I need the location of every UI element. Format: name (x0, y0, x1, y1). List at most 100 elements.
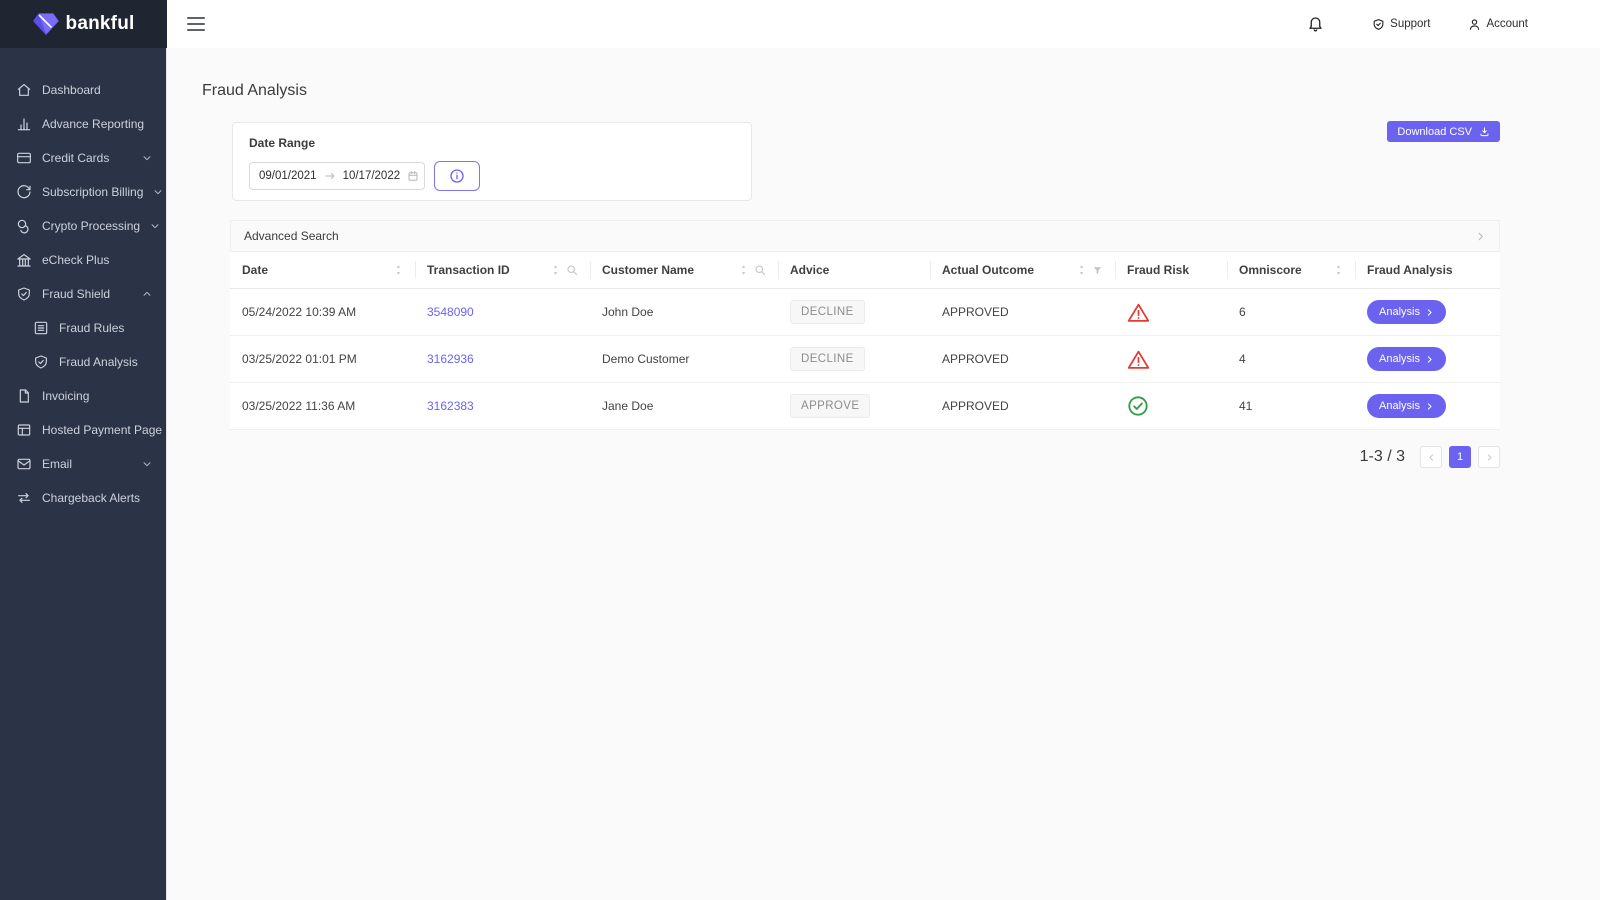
main-content: Fraud Analysis Download CSV Date Range 0… (167, 48, 1600, 900)
date-range-input[interactable]: 09/01/2021 10/17/2022 (249, 162, 425, 190)
bank-icon (16, 252, 32, 268)
sidebar-item-label: Chargeback Alerts (42, 491, 141, 505)
sidebar-item-email[interactable]: Email (0, 447, 166, 481)
warning-triangle-icon (1127, 302, 1150, 323)
chevron-right-small-icon (1425, 355, 1434, 364)
table-row: 05/24/2022 10:39 AM 3548090 John Doe DECLIN… (230, 289, 1500, 336)
sidebar-item-echeck-plus[interactable]: eCheck Plus (0, 243, 166, 277)
column-header-label: Fraud Risk (1127, 263, 1190, 277)
download-csv-label: Download CSV (1397, 125, 1472, 138)
advanced-search-toggle[interactable]: Advanced Search (230, 220, 1500, 252)
brand-logo[interactable]: bankful (0, 0, 167, 48)
advanced-search-label: Advanced Search (244, 229, 339, 243)
chevron-right-small-icon (1425, 402, 1434, 411)
table-row: 03/25/2022 01:01 PM 3162936 Demo Customer D… (230, 336, 1500, 383)
analysis-button-label: Analysis (1379, 400, 1420, 412)
bar-chart-icon (16, 116, 32, 132)
sidebar-item-fraud-shield[interactable]: Fraud Shield (0, 277, 166, 311)
column-header-label: Fraud Analysis (1367, 263, 1453, 277)
filter-icon[interactable] (1092, 265, 1103, 276)
sidebar-item-chargeback-alerts[interactable]: Chargeback Alerts (0, 481, 166, 515)
date-range-info-button[interactable] (434, 161, 480, 191)
date-to-value: 10/17/2022 (342, 170, 401, 182)
user-icon (1468, 18, 1481, 31)
home-icon (16, 82, 32, 98)
advice-tag: APPROVE (790, 394, 871, 418)
sidebar-item-invoicing[interactable]: Invoicing (0, 379, 166, 413)
advice-tag: DECLINE (790, 300, 865, 324)
sidebar-item-label: Fraud Rules (59, 321, 125, 335)
support-button[interactable]: Support (1372, 18, 1430, 31)
account-label: Account (1486, 18, 1528, 30)
column-header-date[interactable]: Date (230, 252, 415, 288)
pagination-prev-button[interactable] (1420, 446, 1442, 468)
search-icon[interactable] (754, 264, 766, 276)
shield-check-icon (33, 354, 49, 370)
mail-icon (16, 456, 32, 472)
transaction-id-link[interactable]: 3162936 (427, 352, 474, 366)
cell-advice: APPROVE (778, 394, 930, 418)
transaction-id-link[interactable]: 3548090 (427, 305, 474, 319)
sidebar-item-label: Crypto Processing (42, 219, 141, 233)
date-from-value: 09/01/2021 (259, 170, 317, 182)
account-button[interactable]: Account (1468, 18, 1528, 31)
shield-check-icon (16, 286, 32, 302)
brand-name: bankful (65, 13, 135, 34)
sidebar-item-credit-cards[interactable]: Credit Cards (0, 141, 166, 175)
cell-transaction-id: 3548090 (415, 305, 590, 319)
column-header-actual-outcome[interactable]: Actual Outcome (930, 252, 1115, 288)
column-header-customer-name[interactable]: Customer Name (590, 252, 778, 288)
table-row: 03/25/2022 11:36 AM 3162383 Jane Doe APPROV… (230, 383, 1500, 430)
sidebar-item-label: Fraud Analysis (59, 355, 138, 369)
column-header-label: Omniscore (1239, 263, 1302, 277)
download-csv-button[interactable]: Download CSV (1387, 121, 1500, 142)
layout-icon (16, 422, 32, 438)
chevron-down-icon (142, 459, 152, 469)
sort-icon[interactable] (1077, 264, 1086, 276)
sidebar-item-crypto-processing[interactable]: Crypto Processing (0, 209, 166, 243)
menu-toggle-icon[interactable] (187, 17, 205, 31)
cell-fraud-risk (1115, 349, 1227, 370)
transaction-id-link[interactable]: 3162383 (427, 399, 474, 413)
cell-transaction-id: 3162936 (415, 352, 590, 366)
cell-date: 03/25/2022 01:01 PM (242, 352, 357, 366)
sort-icon[interactable] (551, 264, 560, 276)
sidebar-item-advance-reporting[interactable]: Advance Reporting (0, 107, 166, 141)
analysis-button[interactable]: Analysis (1367, 394, 1446, 418)
sidebar-item-label: Invoicing (42, 389, 90, 403)
sidebar-item-hosted-payment-page[interactable]: Hosted Payment Page (0, 413, 166, 447)
chevron-right-icon (1475, 231, 1486, 242)
fraud-analysis-table: Date Transaction ID Customer Name Advice Act… (230, 252, 1500, 430)
sort-icon[interactable] (394, 264, 403, 276)
coins-icon (16, 218, 32, 234)
cell-fraud-risk (1115, 302, 1227, 323)
sidebar-item-label: Hosted Payment Page (42, 423, 163, 437)
column-header-omniscore[interactable]: Omniscore (1227, 252, 1355, 288)
topbar: bankful Support Account (0, 0, 1600, 48)
cell-customer-name: Demo Customer (602, 352, 690, 366)
sidebar-item-label: Credit Cards (42, 151, 110, 165)
sort-icon[interactable] (1334, 264, 1343, 276)
sidebar-item-fraud-analysis[interactable]: Fraud Analysis (0, 345, 166, 379)
refresh-icon (16, 184, 32, 200)
pagination-page-1-button[interactable]: 1 (1449, 446, 1471, 468)
cell-omniscore: 41 (1239, 399, 1253, 413)
swap-arrows-icon (16, 490, 32, 506)
cell-advice: DECLINE (778, 300, 930, 324)
column-header-label: Customer Name (602, 263, 695, 277)
column-header-transaction-id[interactable]: Transaction ID (415, 252, 590, 288)
analysis-button[interactable]: Analysis (1367, 300, 1446, 324)
sidebar-item-dashboard[interactable]: Dashboard (0, 73, 166, 107)
notifications-bell-icon[interactable] (1307, 15, 1324, 33)
search-icon[interactable] (566, 264, 578, 276)
sort-icon[interactable] (739, 264, 748, 276)
sidebar-item-fraud-rules[interactable]: Fraud Rules (0, 311, 166, 345)
chevron-down-icon (150, 221, 160, 231)
analysis-button[interactable]: Analysis (1367, 347, 1446, 371)
analysis-button-label: Analysis (1379, 306, 1420, 318)
cell-fraud-analysis: Analysis (1355, 300, 1500, 324)
column-header-advice: Advice (778, 252, 930, 288)
pagination-next-button[interactable] (1478, 446, 1500, 468)
sidebar-item-subscription-billing[interactable]: Subscription Billing (0, 175, 166, 209)
chevron-up-icon (142, 289, 152, 299)
